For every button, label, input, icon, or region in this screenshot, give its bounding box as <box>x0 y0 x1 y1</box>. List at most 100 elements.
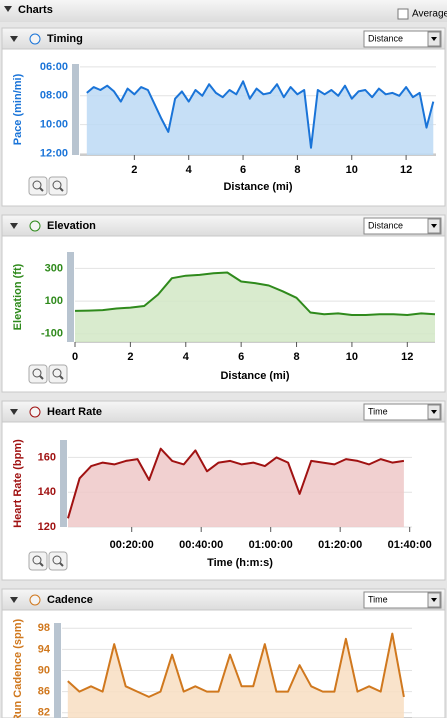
zoom-in-button[interactable] <box>28 364 48 384</box>
y-tick-label: 86 <box>38 686 50 698</box>
panel-icon <box>29 594 41 606</box>
dropdown-value: Distance <box>368 220 403 230</box>
x-tick-label: 6 <box>238 351 244 363</box>
collapse-toggle[interactable] <box>10 409 18 415</box>
x-tick-label: 01:00:00 <box>249 539 293 551</box>
zoom-icon <box>39 375 44 380</box>
x-axis-title: Time (h:m:s) <box>207 557 273 569</box>
y-tick-label: 12:00 <box>40 147 68 159</box>
y-axis-bar <box>72 64 79 155</box>
collapse-toggle[interactable] <box>10 223 18 229</box>
collapse-toggle[interactable] <box>4 6 12 12</box>
zoom-icon <box>39 187 44 192</box>
zoom-icon <box>39 562 44 567</box>
dropdown-value: Distance <box>368 33 403 43</box>
y-tick-label: 100 <box>45 295 63 307</box>
dropdown-arrow <box>431 37 437 41</box>
y-tick-label: 160 <box>38 451 56 463</box>
y-tick-label: 140 <box>38 486 56 498</box>
x-tick-label: 4 <box>183 351 190 363</box>
line <box>67 632 405 698</box>
zoom-icon <box>32 180 42 190</box>
dropdown-value: Time <box>368 406 388 416</box>
collapse-toggle[interactable] <box>10 597 18 603</box>
zoom-icon <box>52 368 62 378</box>
x-tick-label: 12 <box>401 351 413 363</box>
dropdown[interactable] <box>363 217 442 235</box>
y-axis-bar <box>60 440 67 527</box>
zoom-out-button[interactable] <box>48 176 68 196</box>
x-tick-label: 12 <box>400 164 412 176</box>
area <box>67 633 404 718</box>
y-axis-title: Pace (min/mi) <box>12 73 24 145</box>
zoom-out-button[interactable] <box>48 551 68 571</box>
panel-icon <box>29 220 41 232</box>
dropdown[interactable] <box>363 403 442 421</box>
y-axis-bar <box>67 252 74 342</box>
x-tick-label: 10 <box>346 164 358 176</box>
panel-title: Heart Rate <box>47 406 102 418</box>
y-axis-title: Heart Rate (bpm) <box>12 439 24 528</box>
y-axis-title: Run Cadence (spm) <box>12 619 24 718</box>
x-tick-label: 6 <box>240 164 246 176</box>
dropdown[interactable] <box>363 591 442 609</box>
line <box>86 80 435 149</box>
panel-icon <box>29 33 41 45</box>
panel-title: Elevation <box>47 220 96 232</box>
x-tick-label: 00:20:00 <box>110 539 154 551</box>
zoom-icon <box>32 555 42 565</box>
area <box>75 272 435 342</box>
x-axis-title: Distance (mi) <box>223 181 292 193</box>
dropdown-arrow <box>431 224 437 228</box>
y-axis-bar <box>54 623 61 718</box>
x-tick-label: 00:40:00 <box>179 539 223 551</box>
y-tick-label: 82 <box>38 707 50 718</box>
x-tick-label: 2 <box>131 164 137 176</box>
zoom-in-button[interactable] <box>28 551 48 571</box>
x-tick-label: 2 <box>127 351 133 363</box>
line <box>74 271 436 316</box>
page-title: Charts <box>18 4 53 16</box>
dropdown-value: Time <box>368 594 388 604</box>
y-tick-label: 90 <box>38 664 50 676</box>
x-tick-label: 4 <box>186 164 193 176</box>
y-tick-label: 300 <box>45 262 63 274</box>
zoom-icon <box>59 562 64 567</box>
average-label: Average <box>412 9 447 20</box>
average-checkbox[interactable] <box>397 8 409 20</box>
dropdown[interactable] <box>363 30 442 48</box>
area <box>86 81 434 155</box>
panel-title: Timing <box>47 33 83 45</box>
panel-header <box>1 588 446 611</box>
y-tick-label: 08:00 <box>40 90 68 102</box>
y-tick-label: 98 <box>38 622 50 634</box>
zoom-icon <box>52 180 62 190</box>
panel-header <box>1 214 446 237</box>
collapse-toggle[interactable] <box>10 36 18 42</box>
x-tick-label: 01:40:00 <box>388 539 432 551</box>
x-tick-label: 01:20:00 <box>318 539 362 551</box>
dropdown-arrow <box>431 410 437 414</box>
panel-header <box>1 400 446 423</box>
zoom-icon <box>32 368 42 378</box>
zoom-icon <box>59 375 64 380</box>
panel-title: Cadence <box>47 594 93 606</box>
zoom-in-button[interactable] <box>28 176 48 196</box>
zoom-out-button[interactable] <box>48 364 68 384</box>
panel-icon <box>29 406 41 418</box>
y-tick-label: -100 <box>41 328 63 340</box>
x-tick-label: 8 <box>294 164 300 176</box>
y-tick-label: 94 <box>38 643 51 655</box>
zoom-icon <box>52 555 62 565</box>
y-tick-label: 120 <box>38 521 56 533</box>
dropdown-arrow <box>431 598 437 602</box>
top-header <box>0 0 447 22</box>
panel-header <box>1 27 446 50</box>
x-tick-label: 0 <box>72 351 78 363</box>
line <box>67 447 405 519</box>
x-tick-label: 10 <box>346 351 358 363</box>
x-axis-title: Distance (mi) <box>220 370 289 382</box>
x-tick-label: 8 <box>293 351 299 363</box>
